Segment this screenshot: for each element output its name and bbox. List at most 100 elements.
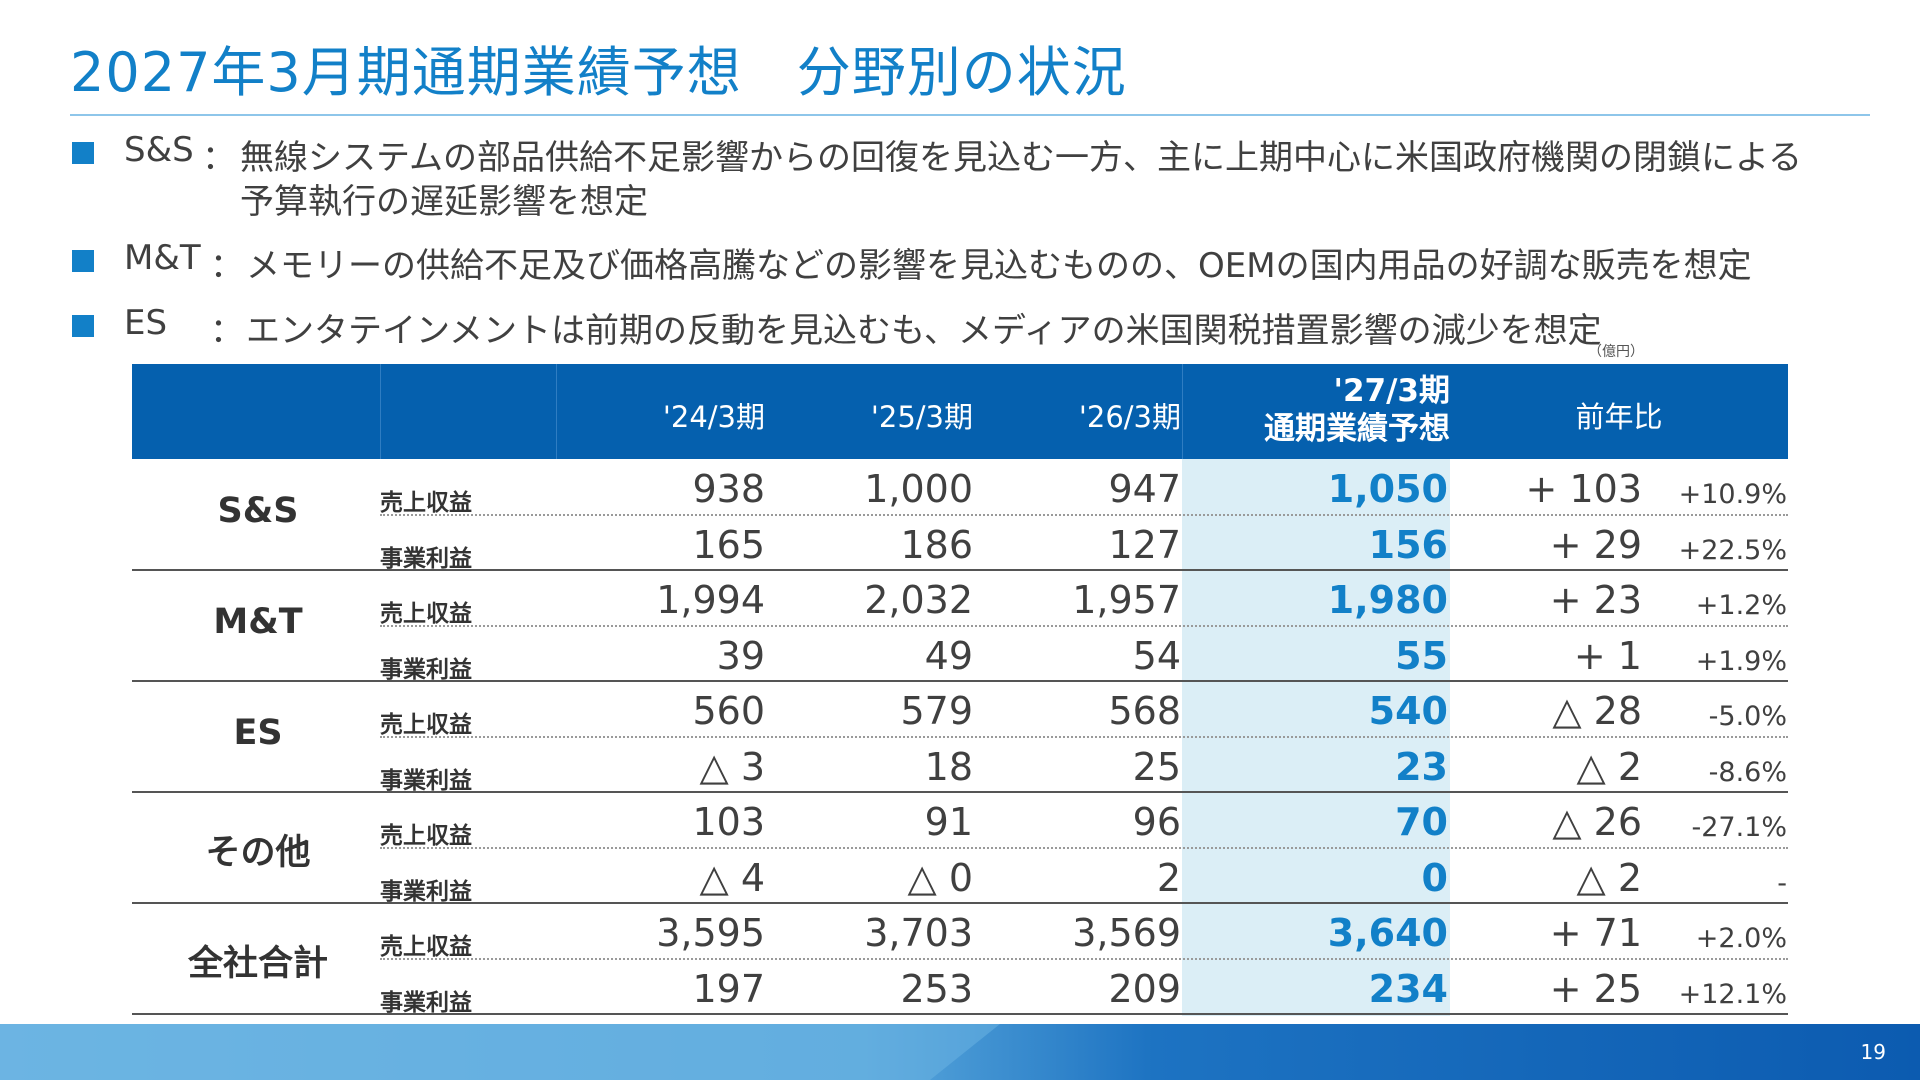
results-table: '24/3期 '25/3期 '26/3期 '27/3期 通期業績予想 前年比 S&… bbox=[132, 364, 1788, 1016]
cell-yoy-percent: +10.9% bbox=[1678, 479, 1787, 510]
cell-fy24: 560 bbox=[692, 689, 765, 733]
cell-diff: △ 2 bbox=[1576, 744, 1642, 789]
cell-fy24: 3,595 bbox=[656, 911, 765, 955]
title-divider bbox=[70, 114, 1870, 116]
header-fy27-sublabel: 通期業績予想 bbox=[1264, 411, 1450, 447]
row-label: 事業利益 bbox=[380, 656, 472, 683]
table-header: '24/3期 '25/3期 '26/3期 '27/3期 通期業績予想 前年比 bbox=[132, 364, 1788, 459]
bullet-separator: ： bbox=[210, 246, 244, 286]
bullet-text-continued: 予算執行の遅延影響を想定 bbox=[240, 182, 648, 222]
row-divider-dotted bbox=[380, 957, 1788, 960]
bullet-text: エンタテインメントは前期の反動を見込むも、メディアの米国関税措置影響の減少を想定 bbox=[246, 311, 1602, 351]
segment-divider bbox=[132, 902, 1788, 904]
cell-fy27: 23 bbox=[1395, 744, 1448, 789]
cell-fy27: 55 bbox=[1395, 633, 1448, 678]
bullet-label: S&S bbox=[124, 130, 194, 170]
cell-fy27: 70 bbox=[1395, 800, 1448, 844]
cell-fy26: 2 bbox=[1156, 855, 1181, 900]
cell-fy24: 103 bbox=[692, 800, 765, 844]
cell-diff: + 29 bbox=[1549, 522, 1642, 567]
cell-yoy-percent: -8.6% bbox=[1708, 756, 1787, 788]
cell-diff: △ 28 bbox=[1552, 689, 1642, 733]
cell-fy25: 18 bbox=[924, 744, 973, 789]
header-fy26: '26/3期 bbox=[931, 394, 1181, 436]
row-label: 事業利益 bbox=[380, 767, 472, 794]
segment-divider bbox=[132, 680, 1788, 682]
segment-label: M&T bbox=[213, 601, 303, 642]
bullet-label: ES bbox=[124, 303, 168, 343]
cell-yoy-percent: +22.5% bbox=[1678, 534, 1787, 566]
segment-divider bbox=[132, 1013, 1788, 1015]
segment-label: S&S bbox=[217, 490, 299, 531]
footer-decoration bbox=[0, 1024, 1000, 1080]
cell-yoy-percent: - bbox=[1777, 867, 1787, 899]
cell-fy26: 947 bbox=[1108, 467, 1181, 511]
cell-fy24: 165 bbox=[692, 522, 765, 567]
row-label: 事業利益 bbox=[380, 989, 472, 1016]
header-divider bbox=[1182, 364, 1183, 459]
row-label: 売上収益 bbox=[380, 934, 472, 960]
bullet-square-icon bbox=[72, 250, 94, 272]
cell-fy27: 0 bbox=[1421, 855, 1448, 900]
row-label: 売上収益 bbox=[380, 823, 472, 849]
page-number: 19 bbox=[1860, 1040, 1886, 1064]
bullet-square-icon bbox=[72, 315, 94, 337]
cell-yoy-percent: +2.0% bbox=[1695, 923, 1787, 954]
header-divider bbox=[556, 364, 557, 459]
cell-fy27: 1,050 bbox=[1327, 467, 1448, 511]
cell-fy26: 54 bbox=[1132, 633, 1181, 678]
forecast-column-highlight bbox=[1182, 459, 1450, 1016]
cell-fy26: 96 bbox=[1132, 800, 1181, 844]
cell-fy25: 579 bbox=[900, 689, 973, 733]
cell-fy26: 209 bbox=[1108, 966, 1181, 1011]
cell-fy24: 938 bbox=[692, 467, 765, 511]
unit-label: （億円） bbox=[1588, 344, 1644, 360]
cell-fy24: 197 bbox=[692, 966, 765, 1011]
header-fy25: '25/3期 bbox=[723, 394, 973, 436]
cell-fy25: 186 bbox=[900, 522, 973, 567]
cell-yoy-percent: +1.9% bbox=[1695, 645, 1787, 677]
bullet-label: M&T bbox=[124, 238, 201, 278]
cell-fy26: 1,957 bbox=[1072, 578, 1181, 622]
cell-fy27: 234 bbox=[1368, 966, 1448, 1011]
header-fy27-forecast: '27/3期 通期業績予想 bbox=[1182, 372, 1450, 448]
segment-divider bbox=[132, 569, 1788, 571]
row-label: 売上収益 bbox=[380, 712, 472, 738]
header-fy26-label: '26/3期 bbox=[1078, 400, 1181, 434]
header-fy24: '24/3期 bbox=[515, 394, 765, 436]
cell-yoy-percent: +1.2% bbox=[1695, 590, 1787, 621]
row-label: 事業利益 bbox=[380, 545, 472, 572]
cell-fy25: 49 bbox=[924, 633, 973, 678]
header-fy27-label: '27/3期 bbox=[1333, 373, 1450, 409]
cell-fy25: 3,703 bbox=[864, 911, 973, 955]
cell-fy25: 2,032 bbox=[864, 578, 973, 622]
cell-fy24: △ 4 bbox=[699, 855, 765, 900]
row-divider-dotted bbox=[380, 513, 1788, 516]
cell-diff: △ 2 bbox=[1576, 855, 1642, 900]
row-label: 売上収益 bbox=[380, 601, 472, 627]
cell-fy26: 3,569 bbox=[1072, 911, 1181, 955]
segment-divider bbox=[132, 791, 1788, 793]
cell-diff: + 23 bbox=[1549, 578, 1642, 622]
segment-label: 全社合計 bbox=[187, 943, 328, 984]
cell-fy26: 568 bbox=[1108, 689, 1181, 733]
cell-fy25: △ 0 bbox=[907, 855, 973, 900]
cell-fy26: 25 bbox=[1132, 744, 1181, 789]
row-label: 売上収益 bbox=[380, 490, 472, 516]
segment-label: ES bbox=[233, 712, 283, 753]
cell-diff: + 103 bbox=[1525, 467, 1642, 511]
bullet-separator: ： bbox=[210, 311, 244, 351]
cell-fy25: 253 bbox=[900, 966, 973, 1011]
cell-fy24: 39 bbox=[716, 633, 765, 678]
cell-yoy-percent: +12.1% bbox=[1678, 978, 1787, 1010]
bullet-text: メモリーの供給不足及び価格高騰などの影響を見込むものの、OEMの国内用品の好調な… bbox=[246, 246, 1752, 286]
cell-fy27: 156 bbox=[1368, 522, 1448, 567]
cell-fy25: 91 bbox=[924, 800, 973, 844]
bullet-text: 無線システムの部品供給不足影響からの回復を見込む一方、主に上期中心に米国政府機関… bbox=[240, 138, 1802, 178]
header-yoy: 前年比 bbox=[1575, 400, 1663, 434]
cell-diff: + 1 bbox=[1573, 633, 1642, 678]
cell-fy27: 3,640 bbox=[1327, 911, 1448, 955]
bullet-separator: ： bbox=[202, 138, 236, 178]
footer-bar bbox=[0, 1024, 1920, 1080]
cell-fy27: 1,980 bbox=[1327, 578, 1448, 622]
